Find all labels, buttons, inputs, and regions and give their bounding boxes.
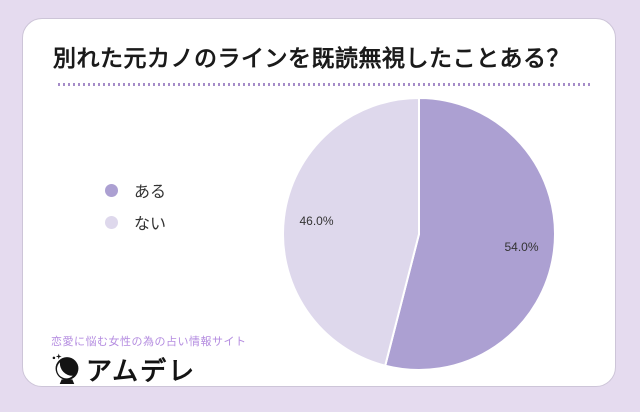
brand-row: アムデレ: [51, 352, 247, 386]
site-footer: 恋愛に悩む女性の為の占い情報サイト アムデレ: [51, 333, 247, 386]
page-title: 別れた元カノのラインを既読無視したことある？: [53, 45, 570, 71]
crystal-ball-icon: [52, 353, 79, 384]
pie-slice-label: 54.0%: [504, 240, 538, 254]
survey-card: 別れた元カノのラインを既読無視したことある？ ある ない 54.0% 46.0% …: [22, 18, 616, 387]
site-tagline: 恋愛に悩む女性の為の占い情報サイト: [51, 336, 247, 348]
legend-label: ない: [134, 216, 167, 233]
legend-swatch: [105, 183, 118, 197]
chart-legend: ある ない: [105, 180, 166, 244]
pie-chart: 54.0% 46.0%: [282, 97, 556, 371]
title-underline: [58, 83, 591, 86]
pie-slice-label: 46.0%: [299, 214, 333, 228]
brand-name: アムデレ: [86, 356, 197, 386]
pie-slice: [384, 97, 556, 371]
legend-label: ある: [134, 184, 167, 201]
legend-swatch: [105, 215, 118, 229]
legend-item: ない: [105, 212, 167, 233]
legend-item: ある: [105, 180, 167, 201]
pie-slice: [282, 97, 420, 367]
